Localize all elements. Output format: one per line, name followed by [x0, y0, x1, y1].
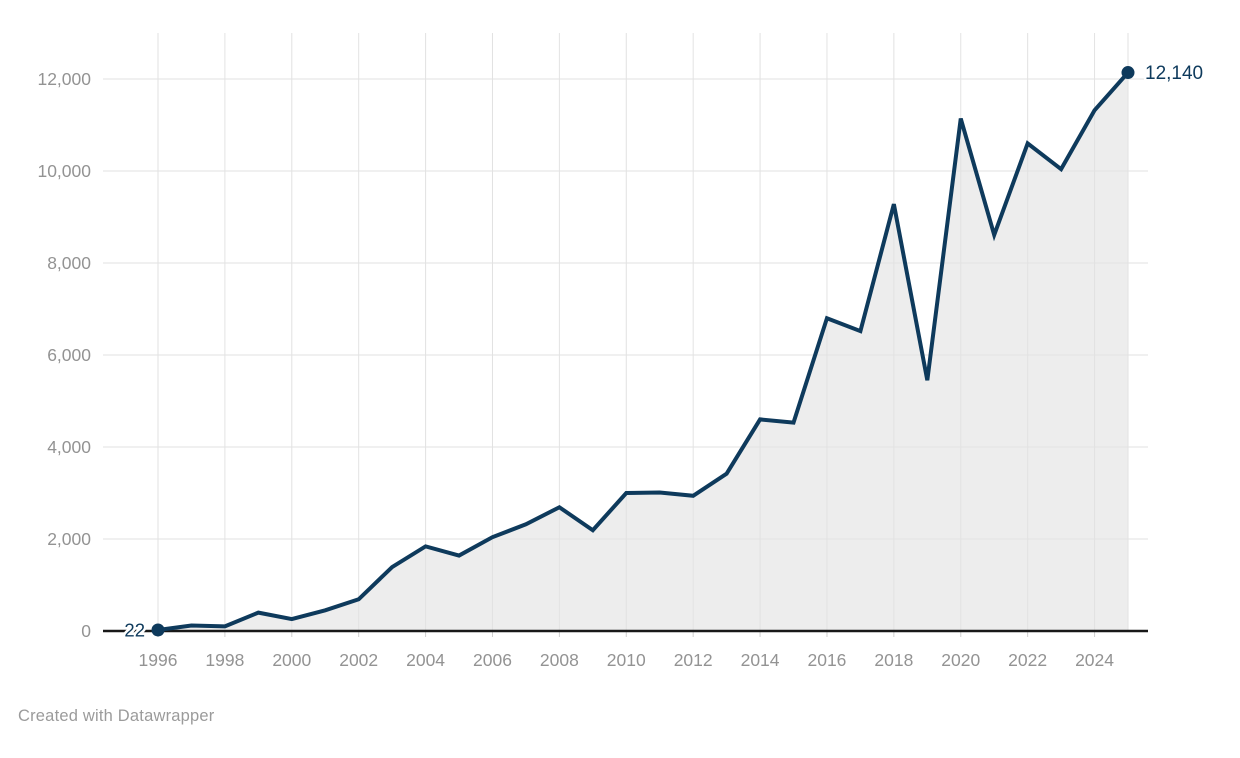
x-tick-label: 2006	[473, 650, 512, 670]
x-tick-label: 2008	[540, 650, 579, 670]
x-tick-label: 2022	[1008, 650, 1047, 670]
end-point-dot	[1121, 66, 1135, 80]
x-tick-label: 2020	[941, 650, 980, 670]
y-tick-label: 0	[81, 621, 91, 641]
x-tick-label: 1998	[205, 650, 244, 670]
x-tick-label: 2016	[807, 650, 846, 670]
x-tick-label: 2018	[874, 650, 913, 670]
y-tick-label: 12,000	[37, 69, 91, 89]
y-tick-label: 4,000	[47, 437, 91, 457]
series-area	[158, 72, 1128, 631]
y-tick-label: 2,000	[47, 529, 91, 549]
datawrapper-credit-link[interactable]: Created with Datawrapper	[18, 707, 215, 725]
end-value-label: 12,140	[1145, 63, 1203, 84]
y-tick-label: 10,000	[37, 161, 91, 181]
x-tick-label: 2014	[741, 650, 780, 670]
y-tick-label: 6,000	[47, 345, 91, 365]
start-value-label: 22	[124, 619, 145, 640]
x-tick-label: 1996	[139, 650, 178, 670]
start-point-dot	[151, 623, 165, 637]
x-tick-label: 2004	[406, 650, 445, 670]
series-line	[156, 70, 1130, 632]
x-tick-label: 2024	[1075, 650, 1114, 670]
x-tick-label: 2000	[272, 650, 311, 670]
x-tick-label: 2002	[339, 650, 378, 670]
y-tick-label: 8,000	[47, 253, 91, 273]
x-tick-label: 2012	[674, 650, 713, 670]
x-tick-label: 2010	[607, 650, 646, 670]
